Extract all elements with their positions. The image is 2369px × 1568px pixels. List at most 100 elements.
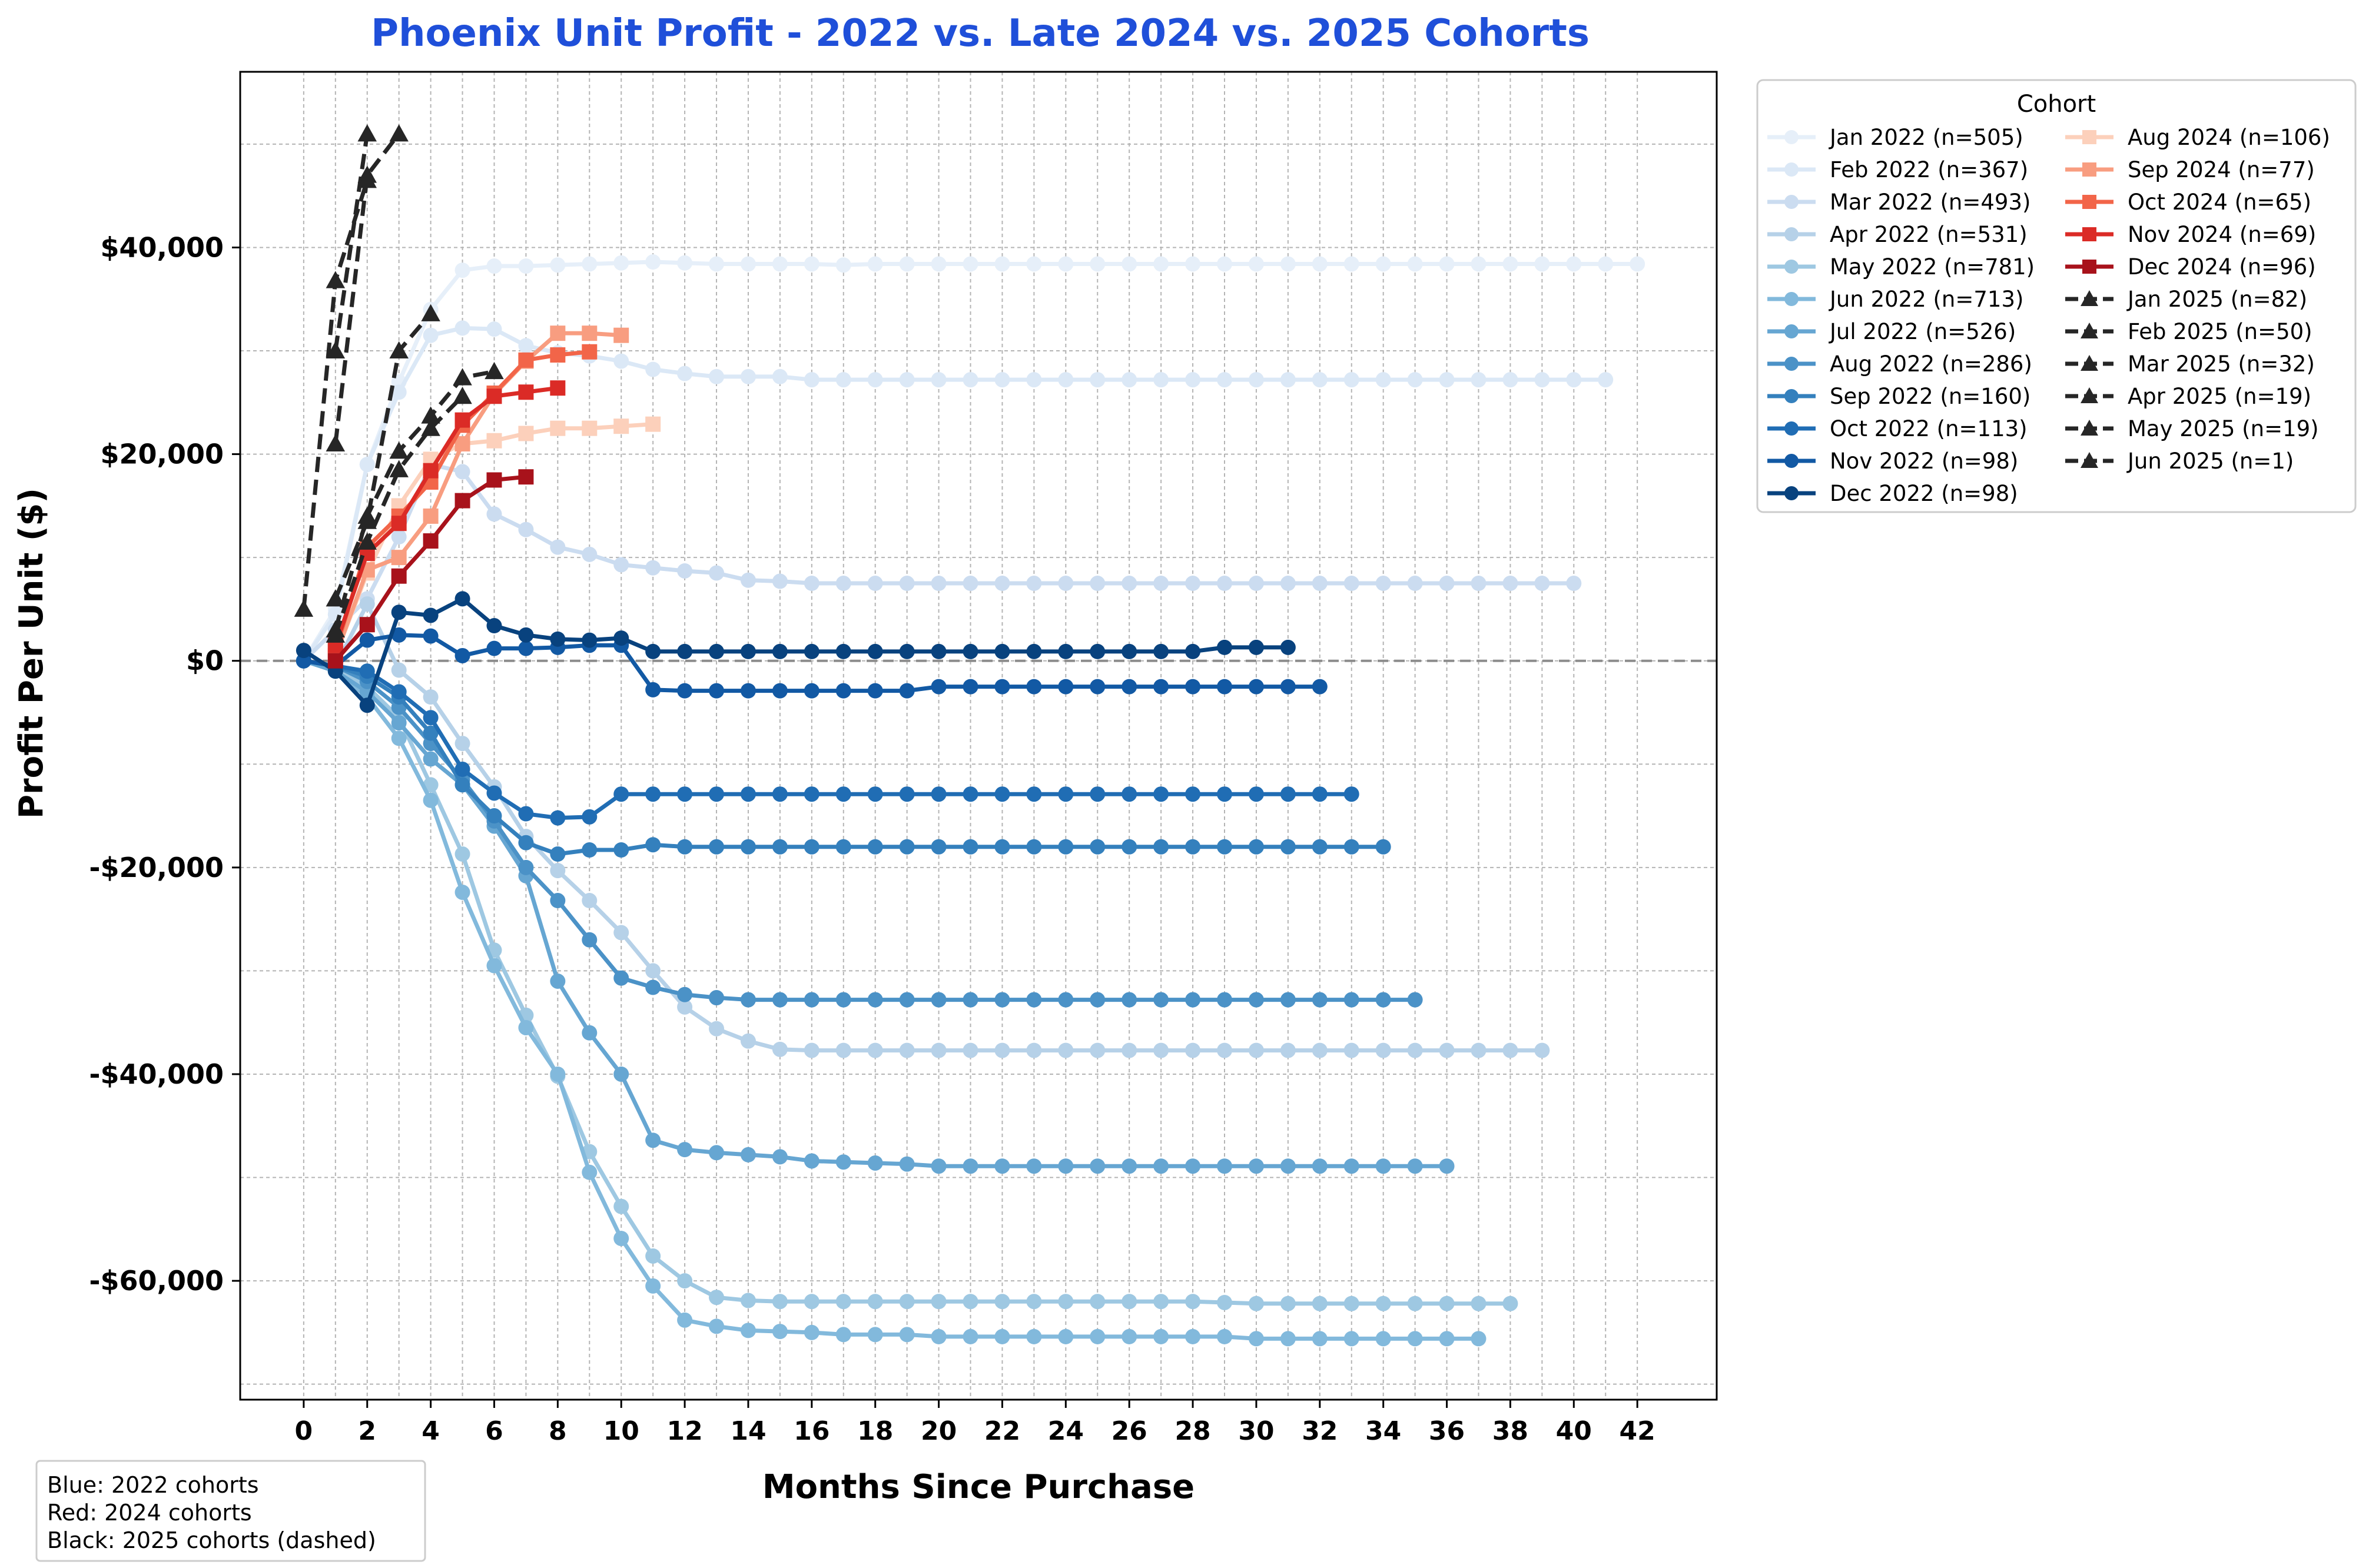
data-point xyxy=(899,372,915,388)
data-point xyxy=(963,679,978,695)
legend-item: Sep 2024 (n=77) xyxy=(2065,157,2315,182)
data-point xyxy=(582,1164,598,1180)
data-point xyxy=(899,786,915,802)
data-point xyxy=(867,372,883,388)
data-point xyxy=(867,256,883,272)
data-point xyxy=(1375,1158,1391,1174)
y-tick-label: $40,000 xyxy=(100,231,224,263)
data-point xyxy=(582,256,598,272)
data-point xyxy=(423,751,439,767)
data-point xyxy=(582,546,598,562)
data-point xyxy=(740,368,756,384)
data-point xyxy=(963,1328,978,1344)
data-point xyxy=(391,529,407,545)
legend-swatch-marker xyxy=(1784,357,1799,371)
series-may-2022 xyxy=(296,653,1518,1311)
data-point xyxy=(550,1066,566,1082)
legend-item: Jun 2025 (n=1) xyxy=(2065,449,2294,474)
data-point xyxy=(518,1019,534,1035)
data-point xyxy=(1439,1042,1455,1058)
data-point xyxy=(454,846,470,862)
data-point xyxy=(1534,372,1550,388)
data-point xyxy=(994,1294,1010,1310)
data-point xyxy=(1090,1294,1106,1310)
data-point xyxy=(709,1021,725,1037)
data-point xyxy=(1185,1328,1201,1344)
series-line xyxy=(303,659,1352,820)
data-point xyxy=(423,607,439,623)
legend-label: Mar 2022 (n=493) xyxy=(1830,190,2030,215)
plot-area xyxy=(240,72,1717,1400)
data-point xyxy=(1122,256,1137,272)
data-point xyxy=(1439,1158,1455,1174)
legend-label: Dec 2022 (n=98) xyxy=(1830,481,2018,506)
data-point xyxy=(1026,839,1042,855)
legend-label: Jun 2025 (n=1) xyxy=(2126,449,2294,474)
x-tick-label: 0 xyxy=(295,1416,313,1446)
legend-item: Aug 2022 (n=286) xyxy=(1767,351,2032,377)
data-point xyxy=(1566,256,1582,272)
data-point xyxy=(1280,372,1296,388)
data-point xyxy=(1217,1042,1232,1058)
data-point xyxy=(613,842,629,858)
data-point xyxy=(1185,576,1201,592)
data-point xyxy=(835,839,851,855)
data-point xyxy=(804,1324,819,1340)
data-point xyxy=(1375,576,1391,592)
legend: Cohort Jan 2022 (n=505) Feb 2022 (n=367) M… xyxy=(1756,79,2357,513)
legend-swatch-marker xyxy=(1784,324,1799,338)
data-point xyxy=(486,388,502,404)
data-point xyxy=(1026,643,1042,659)
data-point xyxy=(1217,679,1232,695)
series-feb-2025 xyxy=(326,387,472,643)
data-point xyxy=(1090,372,1106,388)
data-point xyxy=(867,786,883,802)
series-may-2025 xyxy=(326,124,377,359)
data-point xyxy=(1122,1294,1137,1310)
x-tick-label: 28 xyxy=(1174,1416,1210,1446)
data-point xyxy=(326,341,346,359)
data-point xyxy=(1343,992,1359,1008)
data-point xyxy=(899,1327,915,1343)
data-point xyxy=(1375,1331,1391,1347)
annotation-line: Black: 2025 cohorts (dashed) xyxy=(47,1527,376,1553)
data-point xyxy=(835,1154,851,1170)
x-tick-label: 22 xyxy=(984,1416,1020,1446)
legend-label: Aug 2022 (n=286) xyxy=(1830,351,2032,377)
legend-swatch-marker xyxy=(2081,355,2098,371)
data-point xyxy=(1343,576,1359,592)
data-point xyxy=(772,1149,788,1165)
data-point xyxy=(550,347,566,363)
data-point xyxy=(1090,256,1106,272)
data-point xyxy=(835,372,851,388)
data-point xyxy=(1502,576,1518,592)
data-point xyxy=(454,436,470,452)
data-point xyxy=(1153,1042,1169,1058)
data-point xyxy=(1153,786,1169,802)
data-point xyxy=(1248,639,1264,655)
data-point xyxy=(1471,576,1487,592)
data-point xyxy=(835,683,851,699)
data-point xyxy=(1280,256,1296,272)
x-tick-label: 32 xyxy=(1302,1416,1338,1446)
data-point xyxy=(994,839,1010,855)
data-point xyxy=(1026,786,1042,802)
data-point xyxy=(1312,786,1328,802)
data-point xyxy=(359,617,375,633)
legend-item: Jun 2022 (n=713) xyxy=(1767,287,2023,312)
data-point xyxy=(1471,372,1487,388)
data-point xyxy=(645,1132,661,1148)
legend-item: Nov 2022 (n=98) xyxy=(1767,449,2018,474)
x-axis-ticks: 0 2 4 6 8 10 12 14 16 18 20 22 24 26 28 30 32 34 36 38 40 42 xyxy=(295,1400,1655,1446)
data-point xyxy=(1058,679,1074,695)
data-point xyxy=(454,647,470,663)
legend-item: Dec 2022 (n=98) xyxy=(1767,481,2018,506)
data-point xyxy=(645,254,661,270)
data-point xyxy=(582,842,598,858)
annotation-box: Blue: 2022 cohorts Red: 2024 cohorts Bla… xyxy=(35,1460,426,1562)
data-point xyxy=(1090,1158,1106,1174)
data-point xyxy=(326,625,346,643)
data-point xyxy=(994,786,1010,802)
data-point xyxy=(1248,256,1264,272)
data-point xyxy=(1122,1042,1137,1058)
